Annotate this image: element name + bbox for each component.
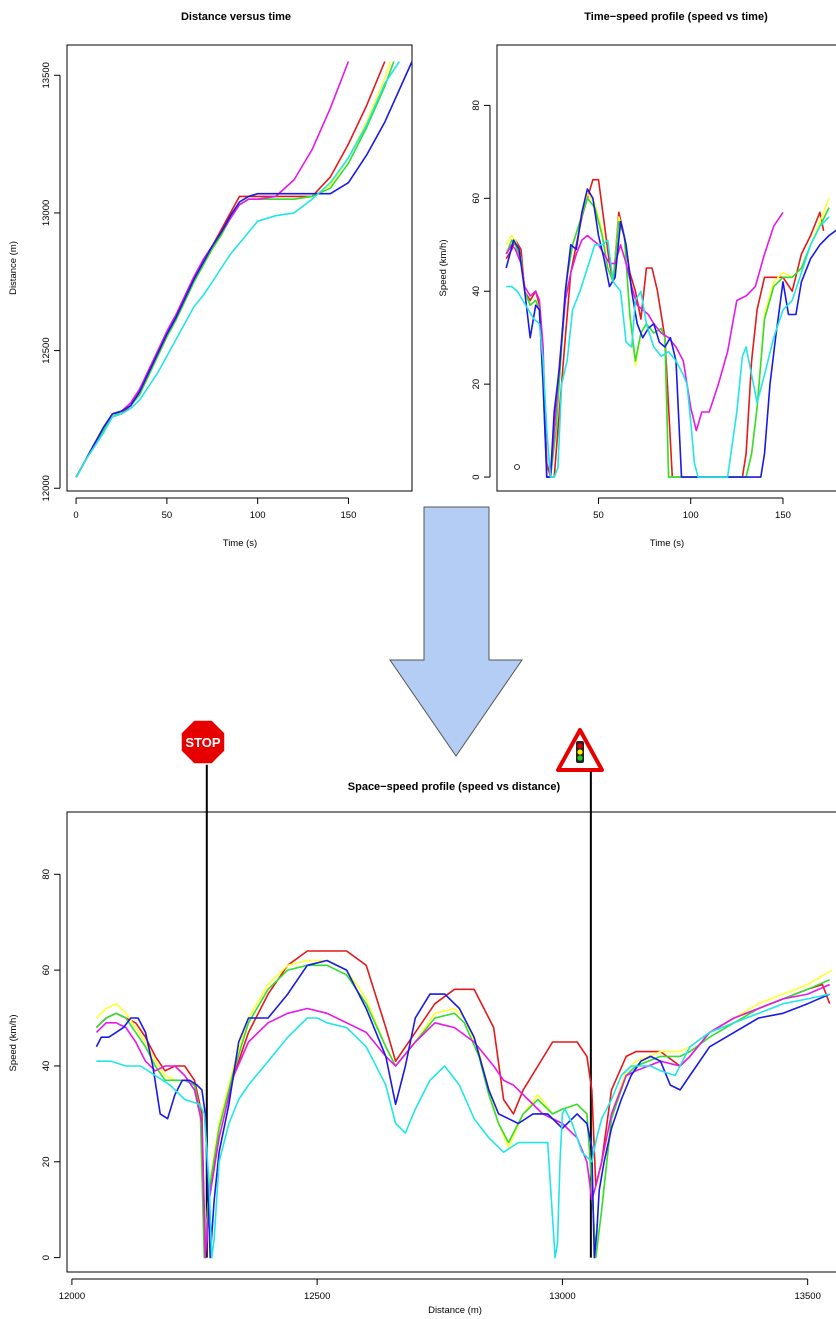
series-line-blue bbox=[95, 959, 831, 1259]
distance-time-chart: Distance versus time Time (s) Distance (… bbox=[8, 11, 413, 549]
series-line-blue bbox=[75, 61, 413, 478]
sign-poles bbox=[205, 764, 592, 1258]
series-line-cyan bbox=[96, 993, 830, 1259]
y-tick-label: 80 bbox=[41, 869, 52, 880]
axis-ticks: 50 100 150 0 20 40 60 80 bbox=[471, 100, 791, 521]
x-axis-label: Time (s) bbox=[650, 538, 684, 549]
y-tick-label: 20 bbox=[41, 1157, 52, 1168]
y-tick-label: 12000 bbox=[41, 475, 52, 501]
series-lines bbox=[95, 950, 833, 1259]
y-tick-label: 12500 bbox=[41, 337, 52, 363]
chart-title: Distance versus time bbox=[181, 11, 291, 23]
x-tick-label: 100 bbox=[683, 510, 699, 521]
start-marker bbox=[514, 464, 520, 470]
chart-title: Time−speed profile (speed vs time) bbox=[584, 11, 768, 23]
y-tick-label: 13500 bbox=[41, 62, 52, 88]
x-tick-label: 13500 bbox=[794, 1291, 820, 1302]
x-tick-label: 150 bbox=[341, 510, 357, 521]
plot-frame bbox=[66, 44, 413, 492]
plot-frame bbox=[66, 811, 836, 1273]
y-tick-label: 0 bbox=[41, 1255, 52, 1260]
x-tick-label: 150 bbox=[775, 510, 791, 521]
series-lines bbox=[75, 61, 413, 478]
down-arrow-icon bbox=[389, 506, 523, 757]
x-tick-label: 12000 bbox=[59, 1291, 85, 1302]
y-tick-label: 40 bbox=[471, 286, 482, 297]
axis-ticks: 0 50 100 150 12000 12500 13000 13500 bbox=[41, 62, 356, 521]
y-axis-label: Speed (km/h) bbox=[438, 239, 449, 296]
plot-frame bbox=[496, 44, 836, 492]
series-line-yellow bbox=[75, 61, 391, 478]
chart-title: Space−speed profile (speed vs distance) bbox=[348, 781, 561, 793]
x-tick-label: 13000 bbox=[549, 1291, 575, 1302]
series-line-red bbox=[75, 61, 386, 478]
y-axis-label: Speed (km/h) bbox=[8, 1014, 19, 1071]
y-tick-label: 60 bbox=[471, 193, 482, 204]
y-tick-label: 13000 bbox=[41, 200, 52, 226]
series-lines bbox=[505, 178, 836, 478]
y-tick-label: 0 bbox=[471, 474, 482, 479]
x-tick-label: 50 bbox=[162, 510, 173, 521]
stop-sign-icon: STOP bbox=[180, 719, 226, 765]
series-line-cyan bbox=[75, 61, 400, 478]
x-tick-label: 0 bbox=[73, 510, 78, 521]
stop-sign-text: STOP bbox=[185, 735, 220, 750]
x-tick-label: 12500 bbox=[304, 1291, 330, 1302]
space-speed-chart: Space−speed profile (speed vs distance) … bbox=[8, 719, 836, 1316]
x-tick-label: 50 bbox=[593, 510, 604, 521]
time-speed-chart: Time−speed profile (speed vs time) Time … bbox=[438, 11, 836, 549]
y-tick-label: 40 bbox=[41, 1061, 52, 1072]
y-tick-label: 60 bbox=[41, 965, 52, 976]
x-tick-label: 100 bbox=[250, 510, 266, 521]
x-axis-label: Time (s) bbox=[223, 538, 257, 549]
traffic-signal-warning-icon bbox=[556, 728, 604, 772]
y-tick-label: 20 bbox=[471, 379, 482, 390]
y-axis-label: Distance (m) bbox=[8, 241, 19, 295]
y-tick-label: 80 bbox=[471, 100, 482, 111]
axis-ticks: 12000 12500 13000 13500 0 20 40 60 80 bbox=[41, 869, 821, 1302]
x-axis-label: Distance (m) bbox=[428, 1305, 482, 1316]
series-line-green bbox=[75, 61, 395, 478]
series-line-cyan bbox=[506, 216, 830, 478]
